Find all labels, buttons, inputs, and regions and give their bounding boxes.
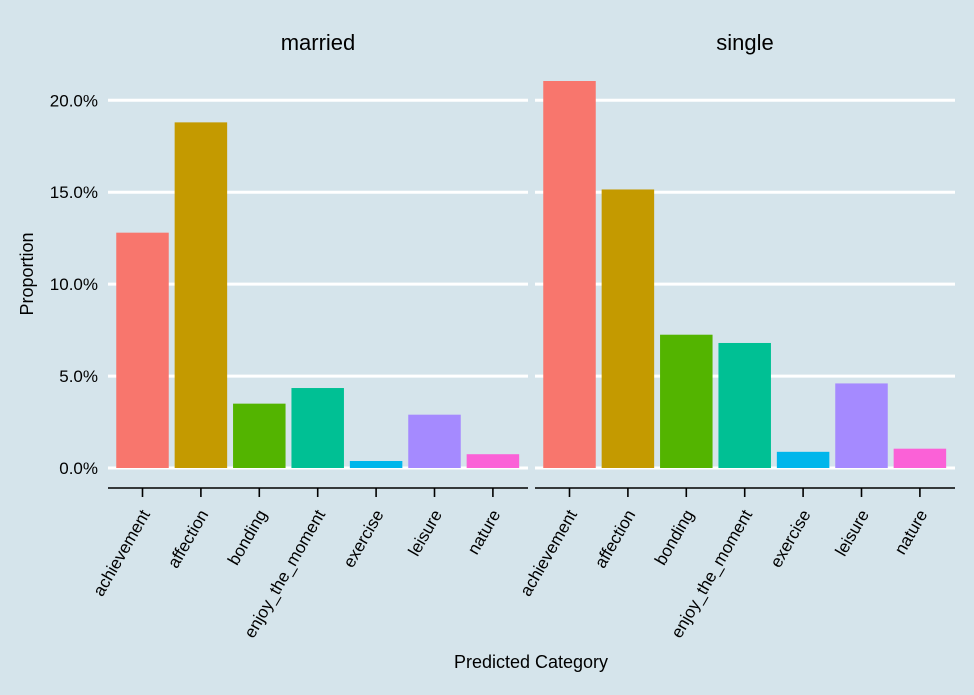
- bar-single-leisure: [835, 383, 888, 468]
- x-tick-label: leisure: [831, 507, 873, 560]
- bar-married-bonding: [233, 403, 286, 468]
- bar-married-leisure: [408, 414, 461, 468]
- x-tick-label: affection: [164, 507, 212, 572]
- x-tick-label: exercise: [339, 507, 387, 571]
- x-tick-label: exercise: [766, 507, 814, 571]
- bar-single-exercise: [776, 451, 830, 468]
- x-tick-label: achievement: [89, 506, 154, 599]
- bar-married-enjoy_the_moment: [291, 388, 344, 468]
- facet-title: married: [281, 30, 356, 55]
- x-tick-label: bonding: [224, 507, 271, 569]
- y-tick-label: 0.0%: [59, 459, 98, 478]
- bar-single-affection: [601, 189, 655, 468]
- x-tick-label: leisure: [404, 507, 446, 560]
- bar-single-nature: [893, 448, 947, 468]
- y-tick-label: 15.0%: [50, 183, 98, 202]
- x-tick-label: nature: [891, 507, 932, 558]
- bar-married-affection: [174, 122, 228, 469]
- x-tick-label: nature: [464, 507, 505, 558]
- bar-single-bonding: [660, 334, 713, 468]
- bar-single-achievement: [543, 81, 596, 468]
- bar-married-exercise: [349, 461, 403, 468]
- y-tick-label: 5.0%: [59, 367, 98, 386]
- bar-married-achievement: [116, 232, 169, 468]
- x-axis-title: Predicted Category: [454, 652, 608, 672]
- facet-title: single: [716, 30, 773, 55]
- axes: [108, 487, 955, 497]
- y-axis-title: Proportion: [17, 232, 37, 315]
- bars: [116, 81, 947, 469]
- x-tick-label: achievement: [516, 506, 581, 599]
- y-tick-label: 10.0%: [50, 275, 98, 294]
- y-tick-label: 20.0%: [50, 91, 98, 110]
- bar-married-nature: [466, 454, 520, 468]
- x-tick-label: bonding: [651, 507, 698, 569]
- bar-single-enjoy_the_moment: [718, 342, 771, 468]
- x-tick-label: affection: [591, 507, 639, 572]
